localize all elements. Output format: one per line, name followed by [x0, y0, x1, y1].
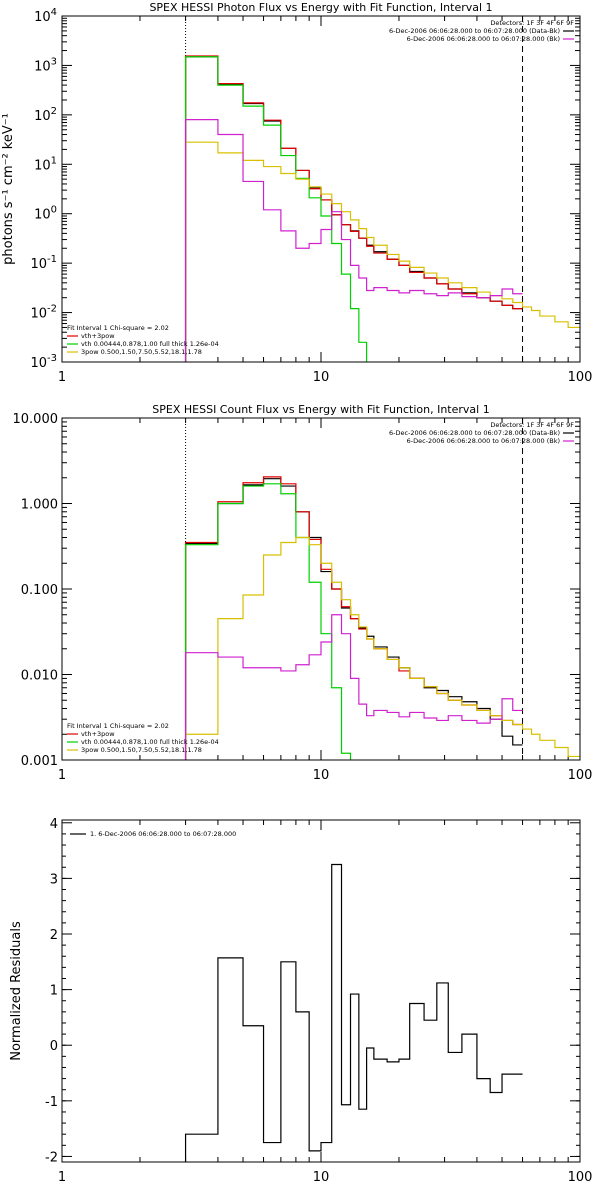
- y-tick-label: 0.001: [21, 754, 58, 769]
- y-tick-label: 1: [50, 984, 58, 999]
- chart-title: SPEX HESSI Photon Flux vs Energy with Fi…: [149, 1, 492, 14]
- y-tick-label: 101: [34, 155, 57, 173]
- histogram-series-4: [184, 614, 523, 760]
- histogram-series-3: [184, 141, 580, 362]
- y-tick-label: 0: [50, 1039, 58, 1054]
- y-tick-label: 100: [34, 205, 57, 223]
- x-minor-ticks: [139, 418, 569, 760]
- y-axis-label: photons s⁻¹ cm⁻² keV⁻¹: [1, 113, 16, 265]
- residuals-panel: 1 10 100 -2 -1 0 1 2 3 4 Normalized Residuals 1. 6-…: [9, 817, 592, 1185]
- legend-entry-label: 6-Dec-2006 06:06:28.000 to 06:07:28.000 …: [389, 27, 560, 35]
- x-tick-label: 1: [58, 370, 66, 385]
- fit-legend-label: vth+3pow: [81, 730, 115, 738]
- legend-entry-label: 1. 6-Dec-2006 06:06:28.000 to 06:07:28.0…: [90, 830, 236, 838]
- y-tick-label: 0.010: [21, 669, 58, 684]
- x-tick-label: 10: [313, 370, 330, 385]
- series-group: [184, 55, 580, 362]
- x-tick-label: 100: [568, 370, 593, 385]
- y-tick-label: 2: [50, 928, 58, 943]
- x-tick-label: 10: [313, 1170, 330, 1185]
- plot-frame: [61, 819, 581, 1163]
- histogram-series-0: [184, 478, 523, 760]
- y-tick-label: 103: [34, 56, 57, 74]
- fit-legend-header: Fit Interval 1 Chi-square = 2.02: [67, 722, 169, 730]
- series-group: [184, 863, 523, 1162]
- y-tick-label: 102: [34, 106, 57, 124]
- y-tick-label: 104: [34, 7, 57, 25]
- histogram-series-2: [184, 56, 368, 362]
- series-group: [184, 476, 580, 760]
- histogram-series-1: [184, 55, 523, 362]
- histogram-series-2: [184, 483, 352, 760]
- legend-header: Detectors: 1F 3F 4F 6F 9F: [490, 19, 574, 27]
- legend-entry-label: 6-Dec-2006 06:06:28.000 to 06:07:28.000 …: [407, 35, 560, 43]
- legend-entry-label: 6-Dec-2006 06:06:28.000 to 06:07:28.000 …: [407, 437, 560, 445]
- y-tick-label: 4: [50, 817, 58, 832]
- chart-title: SPEX HESSI Count Flux vs Energy with Fit…: [152, 403, 489, 416]
- histogram-series-4: [184, 119, 523, 362]
- fit-legend-label: vth 0.00444,0.878,1.00 full thick 1.26e-…: [81, 340, 219, 348]
- histogram-series-3: [184, 536, 580, 760]
- y-tick-label: 3: [50, 872, 58, 887]
- fit-legend-label: vth+3pow: [81, 332, 115, 340]
- plot-frame: [61, 15, 581, 363]
- histogram-series-0: [184, 56, 523, 362]
- y-tick-label: 0.100: [21, 583, 58, 598]
- fit-legend-label: vth 0.00444,0.878,1.00 full thick 1.26e-…: [81, 738, 219, 746]
- histogram-series-0: [184, 863, 523, 1162]
- fit-legend-label: 3pow 0.500,1.50,7.50,5.52,18.1,1.78: [81, 746, 202, 754]
- y-tick-label: -2: [45, 1150, 58, 1165]
- x-tick-label: 10: [313, 768, 330, 783]
- x-minor-ticks: [139, 16, 569, 362]
- x-tick-label: 1: [58, 768, 66, 783]
- fit-legend-header: Fit Interval 1 Chi-square = 2.02: [67, 324, 169, 332]
- plot-frame: [61, 417, 581, 761]
- y-axis-label: Normalized Residuals: [9, 921, 24, 1061]
- x-tick-label: 1: [58, 1170, 66, 1185]
- y-tick-label: -1: [45, 1095, 58, 1110]
- x-tick-label: 100: [568, 1170, 593, 1185]
- x-minor-ticks: [139, 820, 569, 1162]
- y-tick-label: 1.000: [21, 498, 58, 513]
- count-flux-panel: SPEX HESSI Count Flux vs Energy with Fit…: [13, 403, 593, 783]
- y-tick-label: 10-1: [30, 254, 57, 272]
- fit-legend-label: 3pow 0.500,1.50,7.50,5.52,18.1,1.78: [81, 348, 202, 356]
- x-tick-label: 100: [568, 768, 593, 783]
- y-tick-label: 10-3: [30, 353, 57, 371]
- legend-entry-label: 6-Dec-2006 06:06:28.000 to 06:07:28.000 …: [389, 429, 560, 437]
- y-tick-label: 10.000: [13, 412, 59, 427]
- photon-flux-panel: SPEX HESSI Photon Flux vs Energy with Fi…: [1, 1, 593, 385]
- y-tick-label: 10-2: [30, 304, 57, 322]
- legend-header: Detectors: 1F 3F 4F 6F 9F: [490, 421, 574, 429]
